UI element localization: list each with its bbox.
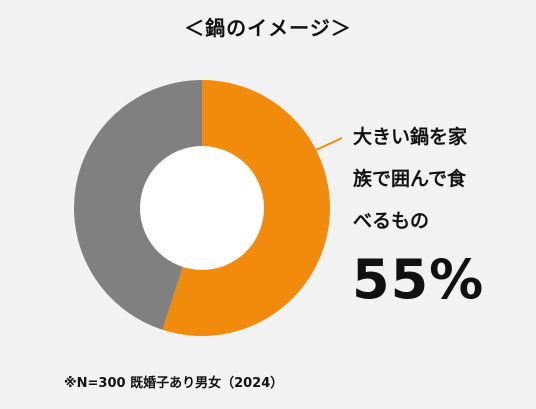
callout-line-2: 族で囲んで食	[353, 168, 467, 190]
callout-label: 大きい鍋を家 族で囲んで食 べるもの	[353, 116, 533, 242]
donut-hole	[140, 146, 264, 270]
chart-title: ＜鍋のイメージ＞	[184, 16, 352, 40]
callout-percentage: 55%	[352, 248, 485, 311]
callout-line-3: べるもの	[353, 210, 430, 232]
sample-footnote: ※N=300 既婚子あり男女（2024）	[64, 376, 284, 391]
callout-leader-line	[315, 137, 343, 151]
donut-slice-other	[74, 80, 202, 330]
callout-line-1: 大きい鍋を家	[353, 126, 468, 148]
